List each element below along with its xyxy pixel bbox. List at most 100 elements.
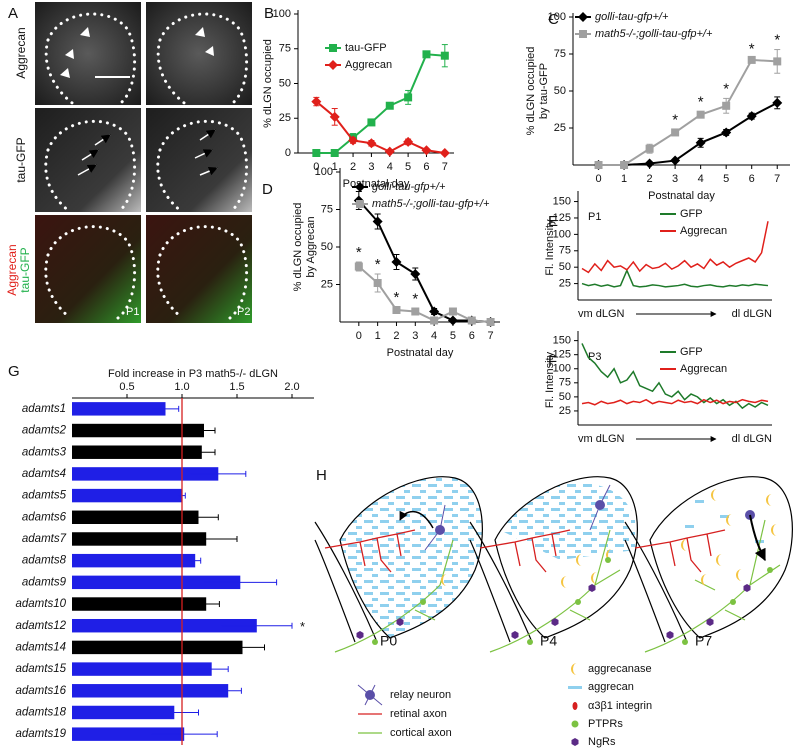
y-tick-label: adamts3 [22, 446, 67, 458]
diagram-shape [81, 149, 99, 161]
legend-label: aggrecan [588, 681, 634, 693]
merge-label: Aggrecan [5, 244, 19, 295]
marker [721, 127, 732, 138]
x-tick-label: 0 [356, 330, 362, 342]
x-tick-label: 1 [332, 161, 338, 173]
marker [329, 44, 337, 52]
panel-label: E [548, 213, 558, 230]
y-tick-label: adamts12 [15, 620, 66, 632]
marker [384, 146, 395, 157]
error-bar [189, 557, 202, 564]
y-tick-label: adamts6 [22, 511, 67, 523]
y-tick-label: 125 [553, 212, 571, 224]
marker [773, 57, 782, 66]
y-tick-label: 150 [553, 335, 571, 347]
marker [440, 51, 449, 60]
diagram-shape [158, 12, 249, 107]
y-tick-label: 125 [553, 349, 571, 361]
panel-label: C [548, 11, 559, 28]
marker [403, 136, 414, 147]
diagram-shape [420, 599, 426, 605]
panel-label: G [8, 363, 20, 380]
marker [467, 316, 476, 325]
error-bar [215, 687, 242, 694]
x-tick-label: 4 [387, 161, 393, 173]
bar [72, 575, 241, 590]
y-tick-label: adamts19 [15, 728, 66, 740]
diagram-shape [589, 484, 611, 531]
x-axis-label: dl dLGN [732, 308, 772, 320]
error-bar [188, 449, 216, 456]
diagram-shape [568, 686, 582, 689]
legend-label: NgRs [588, 736, 616, 748]
diagram-shape [766, 494, 772, 506]
diagram-shape [46, 119, 137, 214]
marker [746, 111, 757, 122]
legend-label: relay neuron [390, 689, 451, 701]
x-tick-label: 4 [431, 330, 437, 342]
marker [421, 145, 432, 156]
diagram-shape [682, 639, 688, 645]
significance-star: * [749, 40, 755, 57]
marker [447, 315, 458, 326]
x-tick-label: 2 [647, 173, 653, 185]
legend-label: cortical axon [390, 727, 452, 739]
diagram-shape [205, 46, 214, 56]
stage-label: P2 [237, 306, 250, 318]
diagram-shape [156, 148, 184, 214]
y-tick-label: adamts7 [22, 533, 67, 545]
y-tick-label: adamts14 [15, 641, 66, 653]
marker [671, 128, 680, 137]
stage-label: P0 [380, 633, 397, 649]
marker [645, 144, 654, 153]
x-tick-label: 0.5 [119, 381, 134, 393]
y-tick-label: 50 [559, 261, 571, 273]
x-tick-label: 7 [442, 161, 448, 173]
x-tick-label: 4 [698, 173, 704, 185]
diagram-shape [60, 68, 70, 78]
significance-star: * [672, 111, 678, 128]
x-tick-label: 1.5 [229, 381, 244, 393]
marker [372, 216, 383, 227]
y-tick-label: 75 [559, 245, 571, 257]
bar [72, 684, 229, 698]
diagram-shape [324, 529, 416, 573]
marker [373, 279, 382, 287]
stage-p4 [469, 476, 638, 653]
diagram-shape [44, 148, 72, 214]
y-tick-label: 25 [321, 278, 333, 290]
x-axis-label: Postnatal day [648, 190, 715, 202]
marker [439, 148, 450, 158]
diagram-shape [65, 49, 74, 59]
y-tick-label: adamts18 [15, 707, 66, 719]
x-tick-label: 3 [672, 173, 678, 185]
row-label: tau-GFP [14, 137, 28, 182]
legend-label: golli-tau-gfp+/+ [372, 181, 446, 193]
diagram-shape [511, 631, 519, 639]
y-tick-label: 75 [321, 203, 333, 215]
y-tick-label: adamts1 [22, 403, 66, 415]
diagram-shape [195, 27, 205, 37]
marker [696, 110, 705, 119]
row-label: Aggrecan [14, 27, 28, 78]
marker [356, 200, 364, 208]
panel-label: B [264, 5, 274, 22]
y-axis-label: % dLGN occupied [292, 203, 304, 292]
legend-label: golli-tau-gfp+/+ [595, 11, 669, 23]
diagram-shape [500, 483, 635, 560]
diagram-shape [605, 557, 611, 563]
marker [747, 55, 756, 64]
diagram-shape [685, 525, 694, 528]
series-line [581, 268, 769, 288]
x-axis-label: vm dLGN [578, 308, 625, 320]
diagram-shape [749, 514, 766, 562]
diagram-shape [720, 515, 729, 518]
y-tick-label: 25 [279, 112, 291, 124]
marker [404, 93, 413, 102]
y-tick-label: 100 [315, 166, 333, 178]
marker [391, 257, 402, 267]
marker [579, 30, 587, 38]
marker [620, 161, 629, 169]
marker [367, 118, 376, 127]
